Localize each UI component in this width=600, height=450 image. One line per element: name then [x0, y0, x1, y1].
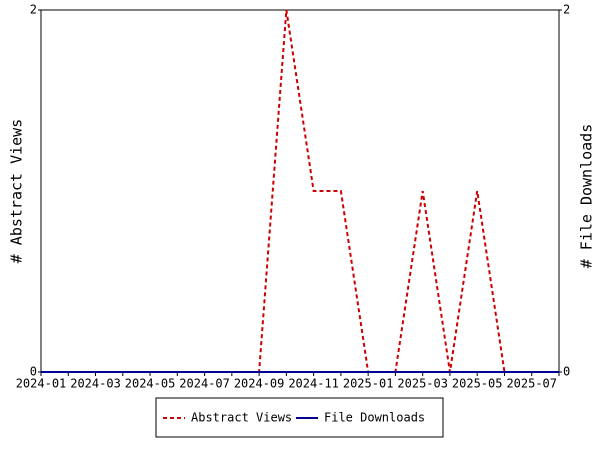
plot-frame	[40, 9, 560, 373]
y-tick-label: 0	[30, 365, 37, 379]
y-tick-label: 2	[30, 3, 37, 17]
x-tick-label: 2024-03	[70, 377, 121, 391]
x-tick-label: 2025-05	[452, 377, 503, 391]
x-tick-label: 2024-07	[179, 377, 230, 391]
x-tick-label: 2024-11	[288, 377, 339, 391]
y2-tick-label: 0	[563, 365, 570, 379]
x-tick-label: 2024-01	[16, 377, 67, 391]
x-tick-label: 2024-05	[125, 377, 176, 391]
x-tick-label: 2025-07	[506, 377, 557, 391]
y2-tick-label: 2	[563, 3, 570, 17]
y-axis-title: # Abstract Views	[8, 119, 26, 264]
y2-axis-title: # File Downloads	[578, 124, 596, 269]
legend-label: Abstract Views	[191, 411, 292, 425]
x-tick-label: 2025-03	[397, 377, 448, 391]
x-tick-label: 2024-09	[234, 377, 285, 391]
x-tick-label: 2025-01	[343, 377, 394, 391]
legend-label: File Downloads	[324, 411, 425, 425]
